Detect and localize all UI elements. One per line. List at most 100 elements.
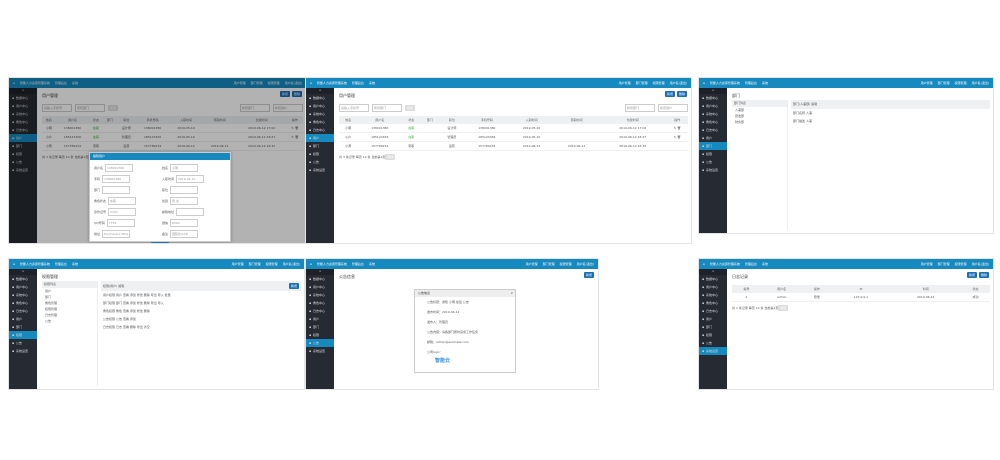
top-nav-link[interactable]: 权限管理 [954, 81, 967, 85]
form-input[interactable]: 男 女 [170, 197, 199, 205]
form-input[interactable]: 7756 [106, 219, 135, 227]
sidebar-item[interactable]: ▪ 系统中心 [699, 110, 727, 118]
department-select[interactable]: 所有部门 [372, 104, 402, 112]
form-input[interactable]: 138001380 [105, 164, 134, 172]
top-nav-link[interactable]: 系统 [761, 262, 768, 266]
permission-values[interactable]: 日志 查看 删除 导出 清空 [115, 325, 150, 329]
close-icon[interactable]: × [510, 291, 513, 295]
home-icon[interactable]: ⌂ [13, 81, 15, 85]
sidebar-item[interactable]: ▪ 用户 [699, 315, 727, 323]
sidebar-collapse-button[interactable]: ≡ [306, 269, 334, 275]
sidebar-item[interactable]: ▪ 系统中心 [306, 110, 334, 118]
department-select[interactable]: 所有部门 [75, 104, 105, 112]
form-input[interactable] [102, 186, 131, 194]
form-input[interactable] [170, 186, 199, 194]
tree-item[interactable]: 权限管理 [45, 307, 58, 311]
sidebar-item[interactable]: ▪ 公告 [9, 158, 37, 166]
top-nav-link[interactable]: 用户管理 [920, 262, 933, 266]
top-nav-link[interactable]: 用户名(退出) [971, 262, 989, 266]
sidebar-item[interactable]: ▪ 部门 [306, 142, 334, 150]
sidebar-item[interactable]: ▪ 角色中心 [9, 118, 37, 126]
sidebar-item[interactable]: ▪ 权限 [9, 150, 37, 158]
sidebar-item[interactable]: ▪ 角色中心 [9, 299, 37, 307]
sidebar-item[interactable]: ▪ 用户 [9, 134, 37, 142]
sidebar-item[interactable]: ▪ 公告 [306, 339, 334, 347]
top-nav-link[interactable]: 权限管理 [267, 81, 280, 85]
form-input[interactable]: Purchasers Wha [102, 230, 131, 238]
tree-item[interactable]: 角色管理 [45, 301, 58, 305]
sidebar-item[interactable]: ▪ 用户中心 [306, 102, 334, 110]
sidebar-item[interactable]: ▪ 数据中心 [9, 275, 37, 283]
top-nav-link[interactable]: 权限管理 [265, 262, 278, 266]
edit-icon[interactable]: ✎ [291, 135, 295, 139]
top-nav-link[interactable]: 部门管理 [248, 262, 261, 266]
top-nav-link[interactable]: 管理后台 [54, 81, 67, 85]
tree-item[interactable]: 公告 [45, 319, 52, 323]
home-icon[interactable]: ⌂ [13, 262, 15, 266]
sidebar-item[interactable]: ▪ 部门 [699, 142, 727, 150]
edit-icon[interactable]: ✎ [291, 126, 295, 130]
sidebar-item[interactable]: ▪ 数据中心 [699, 275, 727, 283]
form-input[interactable]: 6564 [170, 219, 199, 227]
sidebar-collapse-button[interactable]: ≡ [306, 88, 334, 94]
tree-item[interactable]: 部门 [45, 295, 52, 299]
top-nav-link[interactable]: 管理后台 [351, 262, 364, 266]
sidebar-item[interactable]: ▪ 系统设置 [9, 166, 37, 174]
sidebar-item[interactable]: ▪ 数据中心 [9, 94, 37, 102]
form-input[interactable]: 国际化/LCD [170, 230, 199, 238]
top-nav-link[interactable]: 系统 [71, 262, 78, 266]
goto-button[interactable]: 跳转 [385, 154, 396, 160]
sidebar-item[interactable]: ▪ 角色中心 [306, 118, 334, 126]
sidebar-item[interactable]: ▪ 日志中心 [699, 126, 727, 134]
tree-item[interactable]: 研发部 [735, 114, 745, 118]
top-nav-link[interactable]: 部门管理 [542, 262, 555, 266]
sidebar-collapse-button[interactable]: ≡ [699, 88, 727, 94]
sidebar-item[interactable]: ▪ 公告 [699, 339, 727, 347]
top-nav-link[interactable]: 管理后台 [744, 81, 757, 85]
home-icon[interactable]: ⌂ [703, 262, 705, 266]
add-button[interactable]: 新增 [288, 283, 299, 289]
top-nav-link[interactable]: 部门管理 [937, 81, 950, 85]
permission-values[interactable]: 用户 查看 添加 修改 删除 导出 导入 批量 [115, 293, 171, 297]
sidebar-item[interactable]: ▪ 日志中心 [306, 126, 334, 134]
sidebar-item[interactable]: ▪ 用户 [306, 134, 334, 142]
top-nav-link[interactable]: 系统 [368, 81, 375, 85]
sidebar-item[interactable]: ▪ 用户 [306, 315, 334, 323]
top-nav-link[interactable]: 管理后台 [744, 262, 757, 266]
top-nav-link[interactable]: 用户管理 [233, 81, 246, 85]
search-button[interactable]: 搜索 [405, 105, 416, 111]
top-nav-link[interactable]: 用户名(退出) [669, 81, 687, 85]
top-nav-link[interactable]: 用户管理 [525, 262, 538, 266]
tree-item[interactable]: 用户 [45, 289, 52, 293]
top-nav-link[interactable]: 部门管理 [250, 81, 263, 85]
sidebar-item[interactable]: ▪ 系统设置 [306, 166, 334, 174]
top-nav-link[interactable]: 用户管理 [618, 81, 631, 85]
sidebar-item[interactable]: ▪ 用户中心 [9, 102, 37, 110]
top-nav-link[interactable]: 管理后台 [351, 81, 364, 85]
add-button[interactable]: 新增 [583, 272, 594, 278]
top-nav-link[interactable]: 部门管理 [635, 81, 648, 85]
sidebar-item[interactable]: ▪ 角色中心 [699, 299, 727, 307]
save-button[interactable]: 保 存 [151, 242, 169, 243]
sidebar-item[interactable]: ▪ 系统中心 [9, 291, 37, 299]
top-nav-link[interactable]: 系统 [761, 81, 768, 85]
sidebar-item[interactable]: ▪ 日志中心 [306, 307, 334, 315]
sidebar-item[interactable]: ▪ 系统设置 [699, 166, 727, 174]
sidebar-collapse-button[interactable]: ≡ [9, 269, 37, 275]
search-button[interactable]: 搜索 [108, 105, 119, 111]
edit-icon[interactable]: ✎ [673, 126, 678, 130]
sidebar-item[interactable]: ▪ 权限 [9, 331, 37, 339]
top-nav-link[interactable]: 权限管理 [954, 262, 967, 266]
top-nav-link[interactable]: 权限管理 [652, 81, 665, 85]
sidebar-item[interactable]: ▪ 公告 [9, 339, 37, 347]
sidebar-item[interactable]: ▪ 公告 [699, 158, 727, 166]
add-user-button[interactable]: 新增用户 [658, 104, 688, 112]
sidebar-item[interactable]: ▪ 权限 [699, 150, 727, 158]
sidebar-item[interactable]: ▪ 用户 [699, 134, 727, 142]
top-nav-link[interactable]: 用户名(退出) [971, 81, 989, 85]
permission-values[interactable]: 部门 查看 添加 修改 删除 导出 导入 [115, 301, 164, 305]
delete-icon[interactable]: 🗑 [294, 126, 299, 130]
sidebar-item[interactable]: ▪ 数据中心 [306, 275, 334, 283]
delete-button[interactable]: 删除 [291, 91, 302, 97]
home-icon[interactable]: ⌂ [703, 81, 705, 85]
